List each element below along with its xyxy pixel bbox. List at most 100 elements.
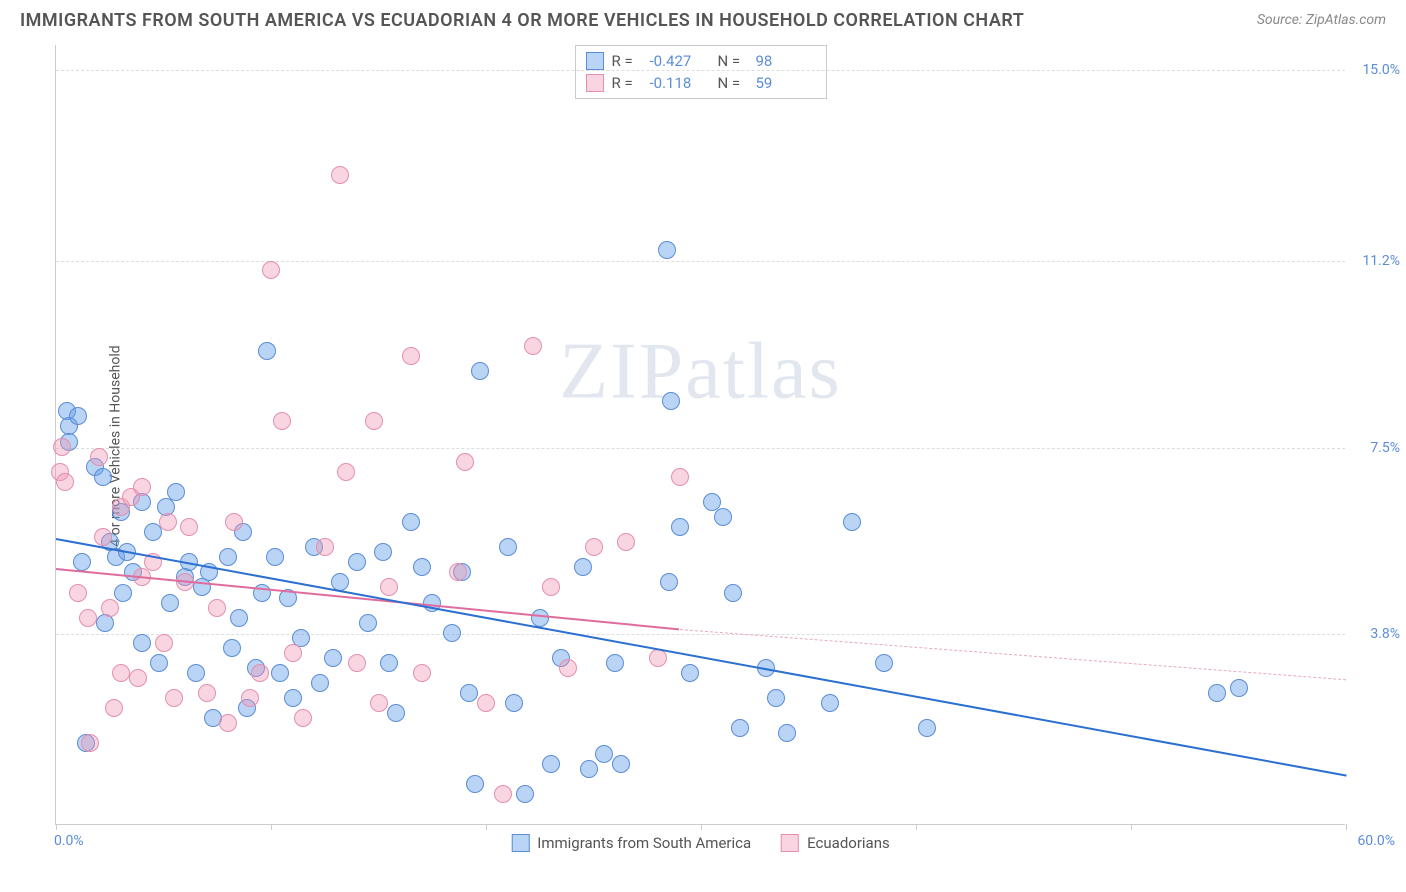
scatter-point <box>456 453 474 471</box>
scatter-point <box>133 634 151 652</box>
scatter-point <box>69 407 87 425</box>
legend-label-1: Immigrants from South America <box>537 834 751 852</box>
correlation-legend: R = -0.427 N = 98 R = -0.118 N = 59 <box>575 45 827 99</box>
gridline <box>56 261 1345 262</box>
r-label: R = <box>612 74 642 92</box>
n-label: N = <box>718 74 748 92</box>
scatter-point <box>223 639 241 657</box>
scatter-point <box>348 654 366 672</box>
legend-row-series-1: R = -0.427 N = 98 <box>586 50 816 72</box>
y-tick-label: 7.5% <box>1350 440 1400 456</box>
scatter-point <box>671 518 689 536</box>
scatter-point <box>875 654 893 672</box>
scatter-point <box>505 694 523 712</box>
scatter-point <box>159 513 177 531</box>
scatter-point <box>559 659 577 677</box>
scatter-point <box>273 412 291 430</box>
scatter-point <box>133 478 151 496</box>
swatch-series-1 <box>586 52 604 70</box>
scatter-point <box>516 785 534 803</box>
scatter-point <box>460 684 478 702</box>
scatter-point <box>449 563 467 581</box>
scatter-point <box>114 584 132 602</box>
y-tick-label: 11.2% <box>1350 253 1400 269</box>
gridline <box>56 634 1345 635</box>
scatter-point <box>284 644 302 662</box>
scatter-point <box>612 755 630 773</box>
scatter-point <box>918 719 936 737</box>
scatter-point <box>542 755 560 773</box>
chart-title: IMMIGRANTS FROM SOUTH AMERICA VS ECUADOR… <box>20 10 1024 31</box>
scatter-point <box>413 558 431 576</box>
legend-row-series-2: R = -0.118 N = 59 <box>586 72 816 94</box>
scatter-point <box>365 412 383 430</box>
x-tick-mark <box>486 824 487 830</box>
x-axis-max-label: 60.0% <box>1357 833 1395 849</box>
scatter-point <box>165 689 183 707</box>
scatter-point <box>671 468 689 486</box>
scatter-point <box>402 513 420 531</box>
scatter-point <box>266 548 284 566</box>
scatter-point <box>150 654 168 672</box>
scatter-point <box>714 508 732 526</box>
scatter-point <box>253 584 271 602</box>
x-tick-mark <box>1346 824 1347 830</box>
scatter-point <box>662 392 680 410</box>
scatter-point <box>380 654 398 672</box>
legend-label-2: Ecuadorians <box>807 834 890 852</box>
swatch-series-2 <box>586 74 604 92</box>
scatter-point <box>69 584 87 602</box>
x-tick-mark <box>701 824 702 830</box>
scatter-point <box>574 558 592 576</box>
watermark: ZIPatlas <box>559 327 842 418</box>
scatter-point <box>660 573 678 591</box>
scatter-point <box>101 599 119 617</box>
scatter-point <box>241 689 259 707</box>
scatter-point <box>79 609 97 627</box>
scatter-point <box>316 538 334 556</box>
scatter-point <box>198 684 216 702</box>
gridline <box>56 448 1345 449</box>
legend-item-1: Immigrants from South America <box>511 834 751 852</box>
y-tick-label: 3.8% <box>1350 626 1400 642</box>
scatter-point <box>477 694 495 712</box>
r-label: R = <box>612 52 642 70</box>
scatter-point <box>531 609 549 627</box>
scatter-point <box>53 438 71 456</box>
scatter-point <box>767 689 785 707</box>
swatch-series-2 <box>781 834 799 852</box>
scatter-point <box>129 669 147 687</box>
scatter-point <box>230 609 248 627</box>
scatter-point <box>658 241 676 259</box>
source-attribution: Source: ZipAtlas.com <box>1257 12 1386 28</box>
scatter-point <box>585 538 603 556</box>
scatter-point <box>219 548 237 566</box>
scatter-point <box>443 624 461 642</box>
scatter-point <box>380 578 398 596</box>
scatter-point <box>348 553 366 571</box>
scatter-point <box>524 337 542 355</box>
x-tick-mark <box>56 824 57 830</box>
scatter-point <box>258 342 276 360</box>
scatter-point <box>778 724 796 742</box>
scatter-point <box>370 694 388 712</box>
scatter-point <box>96 614 114 632</box>
scatter-point <box>225 513 243 531</box>
scatter-point <box>580 760 598 778</box>
scatter-point <box>331 166 349 184</box>
scatter-point <box>219 714 237 732</box>
legend-item-2: Ecuadorians <box>781 834 890 852</box>
x-tick-mark <box>271 824 272 830</box>
scatter-point <box>413 664 431 682</box>
scatter-point <box>681 664 699 682</box>
scatter-point <box>167 483 185 501</box>
scatter-point <box>284 689 302 707</box>
r-value-2: -0.118 <box>650 74 710 92</box>
scatter-point <box>94 468 112 486</box>
scatter-point <box>724 584 742 602</box>
scatter-point <box>161 594 179 612</box>
x-tick-mark <box>916 824 917 830</box>
scatter-point <box>843 513 861 531</box>
scatter-point <box>94 528 112 546</box>
scatter-point <box>374 543 392 561</box>
